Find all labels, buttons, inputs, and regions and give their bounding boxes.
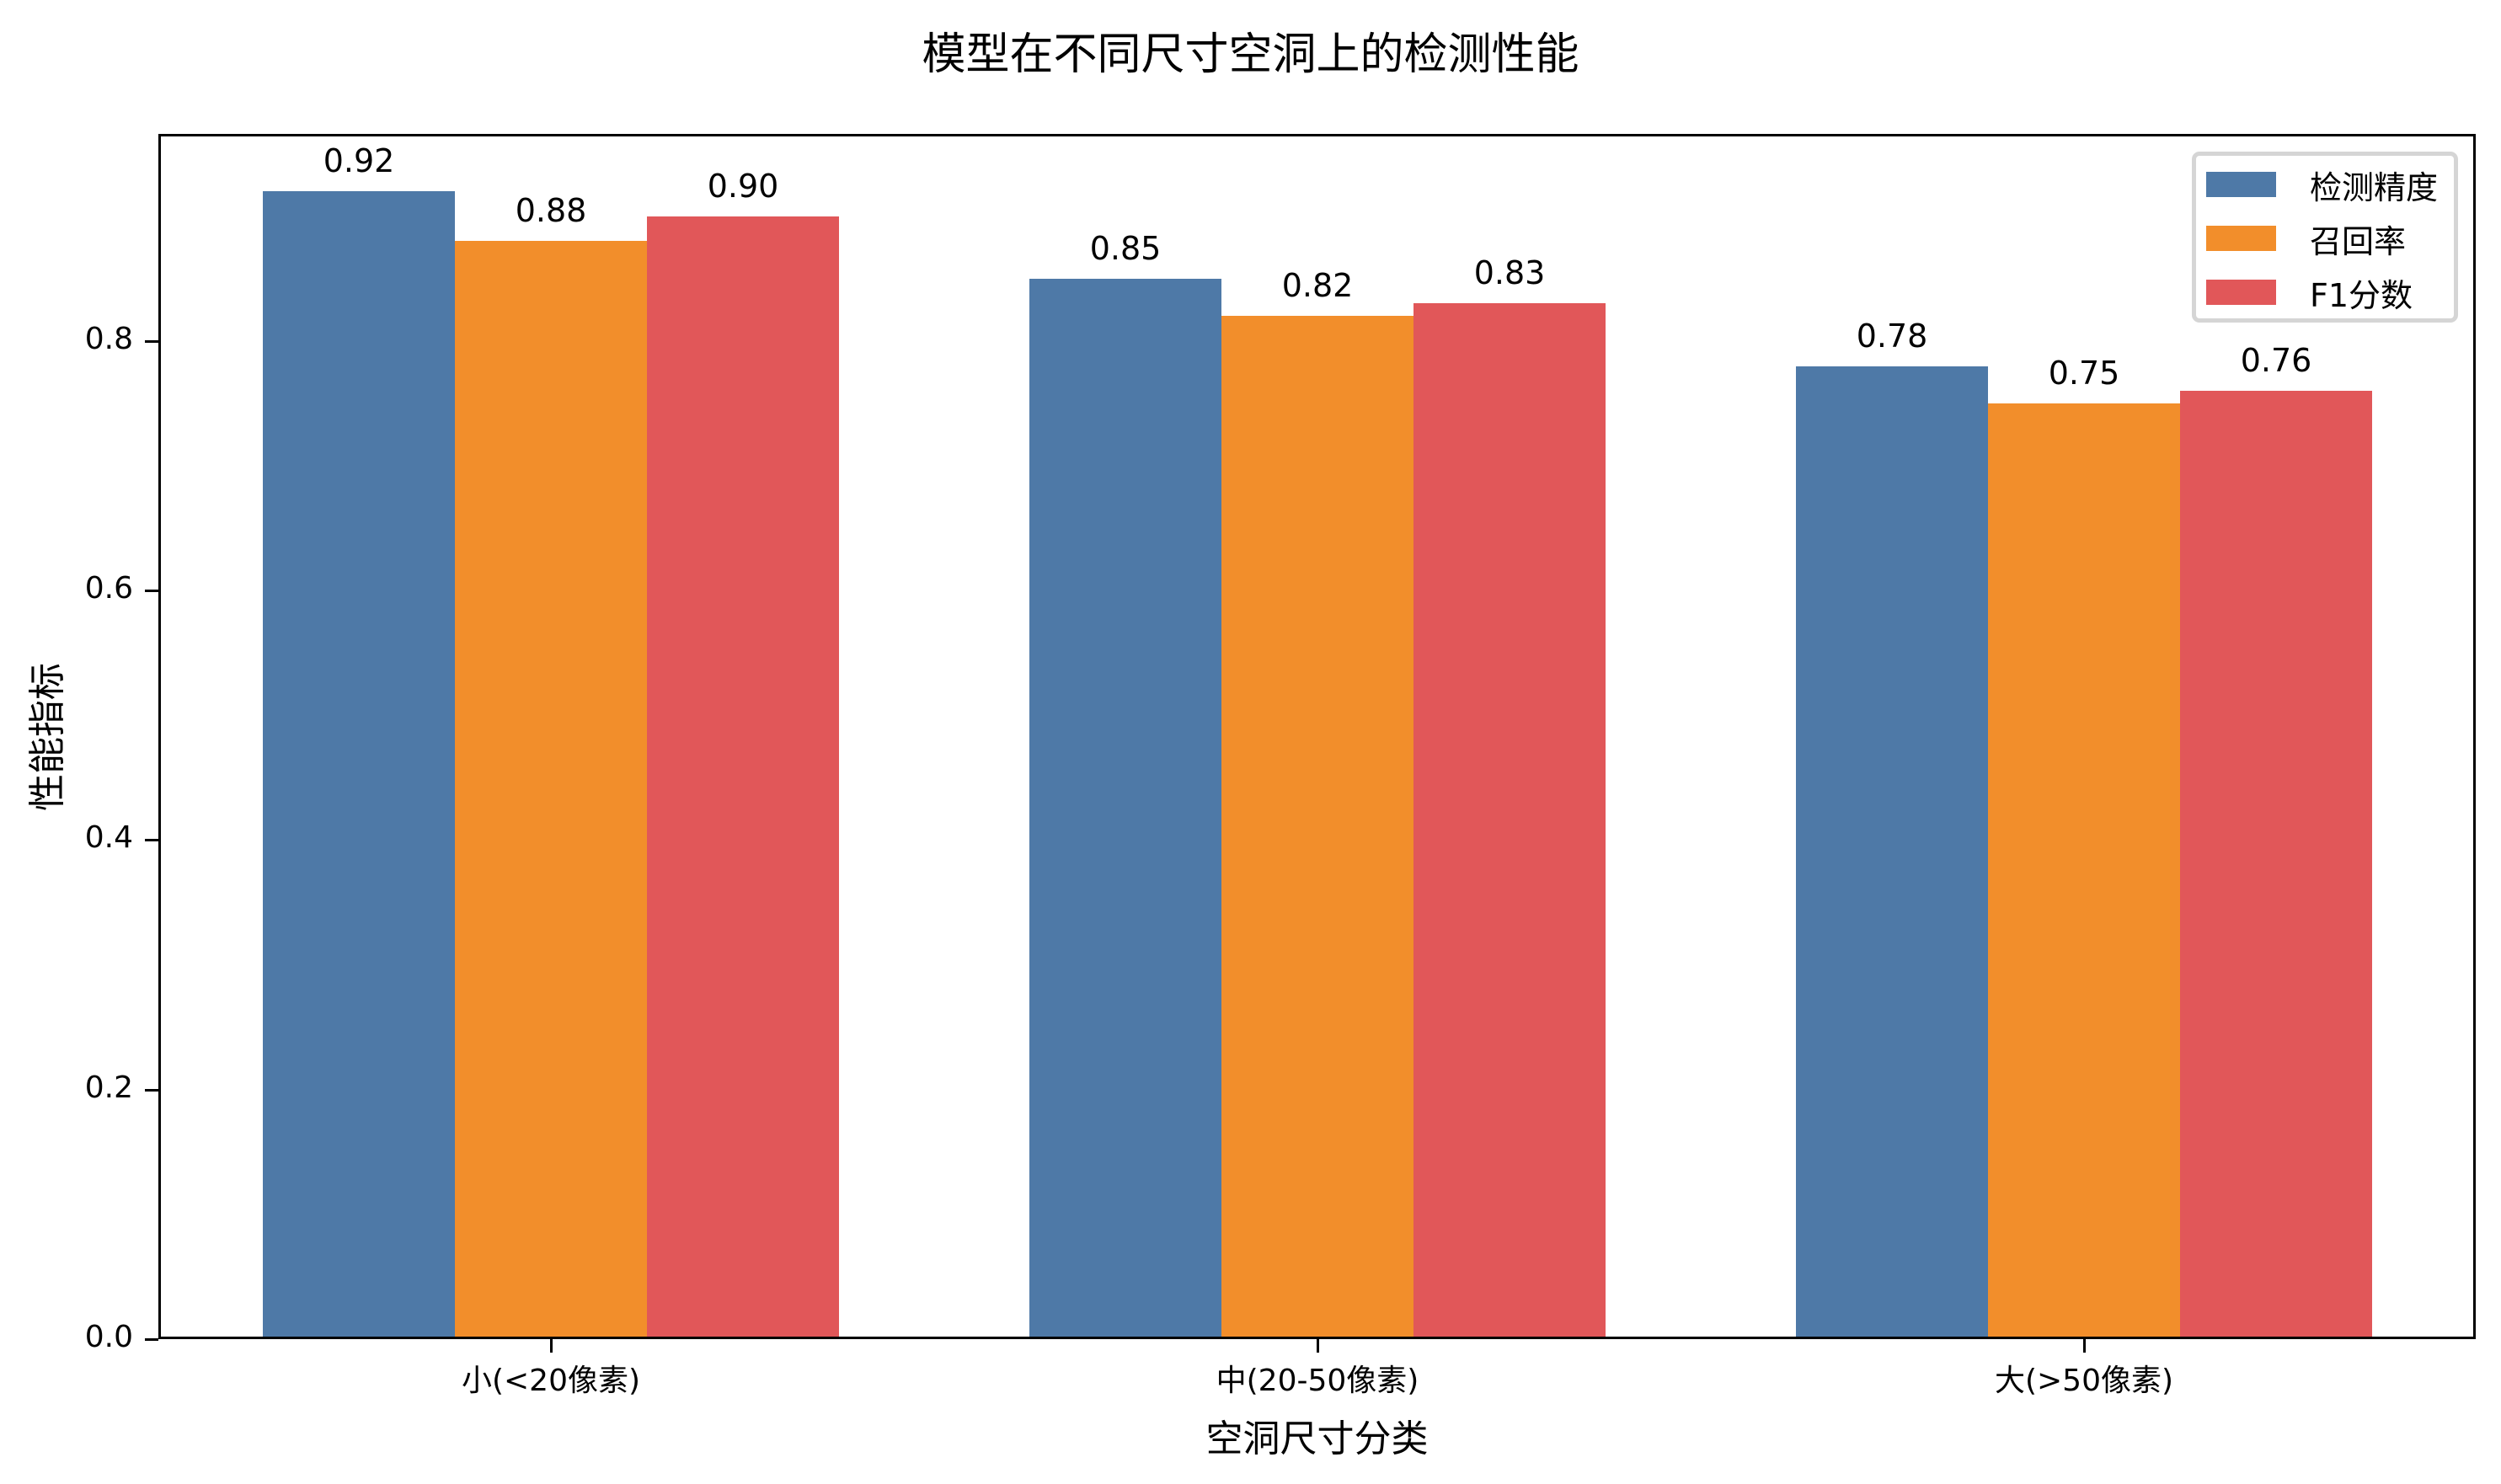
value-label: 0.92	[323, 142, 395, 180]
bar	[1221, 316, 1413, 1339]
x-tick	[550, 1339, 553, 1353]
x-tick-label: 中(20-50像素)	[1216, 1364, 1419, 1398]
legend: 检测精度 召回率 F1分数	[2192, 152, 2458, 323]
x-axis-label: 空洞尺寸分类	[1205, 1417, 1429, 1460]
y-tick	[145, 339, 158, 343]
y-tick	[145, 839, 158, 842]
y-tick-label: 0.2	[84, 1070, 133, 1105]
bar	[263, 191, 455, 1339]
bar	[1413, 303, 1606, 1339]
y-tick	[145, 1338, 158, 1341]
y-tick	[145, 1088, 158, 1092]
y-axis-label: 性能指标	[26, 663, 69, 811]
value-label: 0.75	[2048, 354, 2120, 392]
bar	[1796, 366, 1988, 1339]
plot-area	[158, 134, 2476, 1339]
legend-patch-precision	[2206, 172, 2276, 197]
y-tick-label: 0.0	[84, 1320, 133, 1354]
legend-label-recall: 召回率	[2310, 222, 2407, 260]
value-label: 0.78	[1856, 317, 1928, 355]
legend-label-precision: 检测精度	[2310, 168, 2439, 206]
chart-title: 模型在不同尺寸空洞上的检测性能	[922, 29, 1579, 80]
legend-item-precision: 检测精度	[2206, 168, 2438, 206]
x-tick	[2083, 1339, 2086, 1353]
value-label: 0.85	[1089, 229, 1162, 267]
bar	[455, 241, 647, 1339]
legend-item-f1: F1分数	[2206, 275, 2413, 314]
legend-patch-recall	[2206, 226, 2276, 251]
x-tick	[1317, 1339, 1319, 1353]
y-tick-label: 0.6	[84, 571, 133, 606]
x-tick-label: 小(<20像素)	[461, 1364, 641, 1398]
legend-patch-f1	[2206, 280, 2276, 305]
bar	[647, 216, 839, 1339]
bar	[1988, 403, 2180, 1339]
value-label: 0.90	[707, 167, 779, 205]
value-label: 0.83	[1473, 254, 1546, 292]
legend-item-recall: 召回率	[2206, 222, 2406, 260]
y-tick-label: 0.8	[84, 321, 133, 356]
x-tick-label: 大(>50像素)	[1994, 1364, 2174, 1398]
y-tick-label: 0.4	[84, 820, 133, 856]
legend-label-f1: F1分数	[2310, 276, 2413, 314]
bar	[1029, 278, 1221, 1339]
value-label: 0.82	[1281, 267, 1354, 305]
bar	[2180, 391, 2372, 1339]
y-tick	[145, 590, 158, 593]
value-label: 0.76	[2240, 342, 2312, 380]
value-label: 0.88	[515, 192, 587, 230]
